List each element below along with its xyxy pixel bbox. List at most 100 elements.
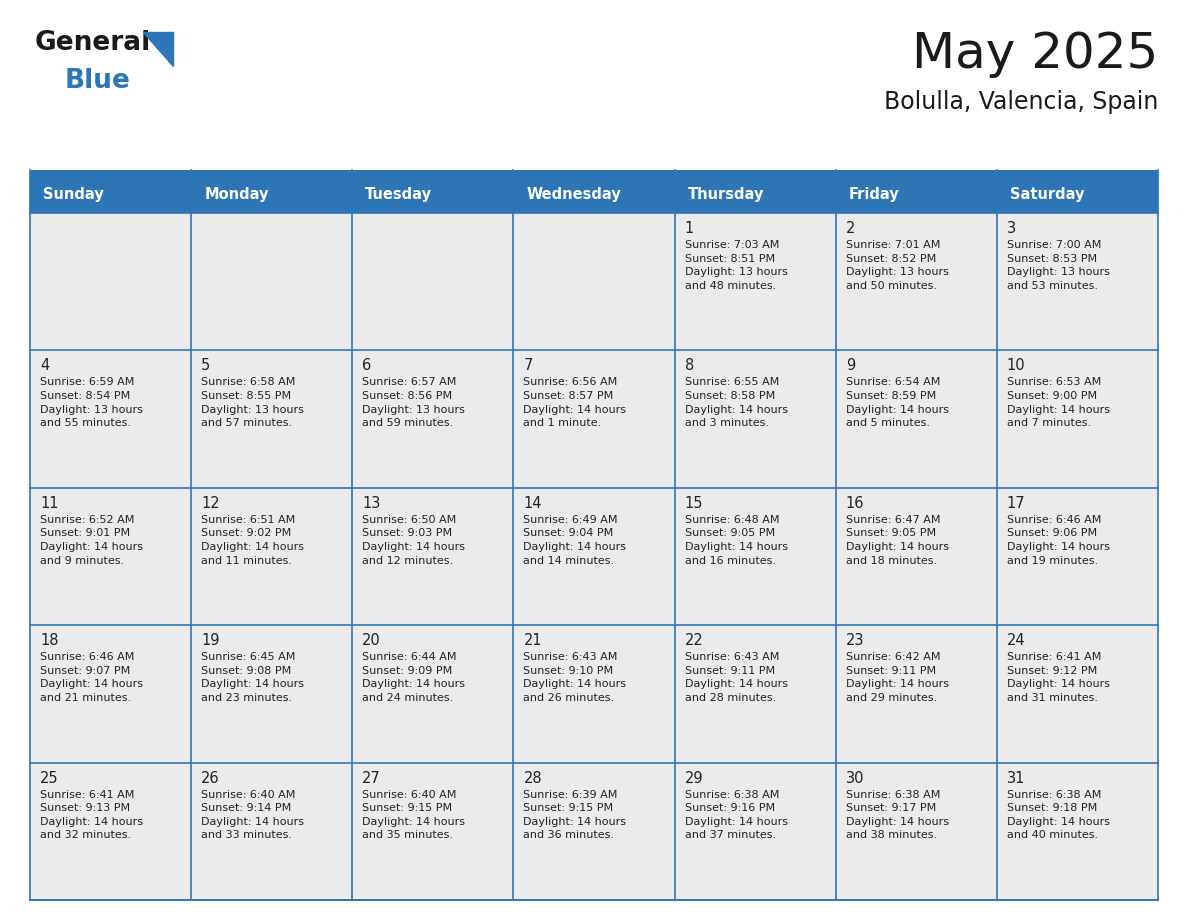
Bar bbox=[191, 763, 353, 900]
Bar bbox=[353, 625, 513, 763]
Text: Sunrise: 6:46 AM
Sunset: 9:06 PM
Daylight: 14 hours
and 19 minutes.: Sunrise: 6:46 AM Sunset: 9:06 PM Dayligh… bbox=[1007, 515, 1110, 565]
Text: Sunrise: 6:48 AM
Sunset: 9:05 PM
Daylight: 14 hours
and 16 minutes.: Sunrise: 6:48 AM Sunset: 9:05 PM Dayligh… bbox=[684, 515, 788, 565]
Bar bbox=[675, 213, 835, 351]
Text: Sunrise: 6:43 AM
Sunset: 9:11 PM
Daylight: 14 hours
and 28 minutes.: Sunrise: 6:43 AM Sunset: 9:11 PM Dayligh… bbox=[684, 652, 788, 703]
Bar bbox=[30, 763, 191, 900]
Text: Sunrise: 6:47 AM
Sunset: 9:05 PM
Daylight: 14 hours
and 18 minutes.: Sunrise: 6:47 AM Sunset: 9:05 PM Dayligh… bbox=[846, 515, 949, 565]
Text: 12: 12 bbox=[201, 496, 220, 510]
Bar bbox=[353, 487, 513, 625]
Bar bbox=[30, 213, 191, 351]
Text: 17: 17 bbox=[1007, 496, 1025, 510]
Bar bbox=[513, 176, 675, 213]
Text: General: General bbox=[34, 30, 151, 56]
Text: Sunrise: 6:39 AM
Sunset: 9:15 PM
Daylight: 14 hours
and 36 minutes.: Sunrise: 6:39 AM Sunset: 9:15 PM Dayligh… bbox=[524, 789, 626, 840]
Bar bbox=[835, 213, 997, 351]
Text: Sunrise: 6:51 AM
Sunset: 9:02 PM
Daylight: 14 hours
and 11 minutes.: Sunrise: 6:51 AM Sunset: 9:02 PM Dayligh… bbox=[201, 515, 304, 565]
Text: 27: 27 bbox=[362, 770, 381, 786]
Text: 11: 11 bbox=[40, 496, 58, 510]
Text: Sunrise: 7:00 AM
Sunset: 8:53 PM
Daylight: 13 hours
and 53 minutes.: Sunrise: 7:00 AM Sunset: 8:53 PM Dayligh… bbox=[1007, 240, 1110, 291]
Text: Sunrise: 6:38 AM
Sunset: 9:16 PM
Daylight: 14 hours
and 37 minutes.: Sunrise: 6:38 AM Sunset: 9:16 PM Dayligh… bbox=[684, 789, 788, 840]
Text: 18: 18 bbox=[40, 633, 58, 648]
Text: 24: 24 bbox=[1007, 633, 1025, 648]
Bar bbox=[835, 763, 997, 900]
Text: 5: 5 bbox=[201, 358, 210, 374]
Text: 1: 1 bbox=[684, 221, 694, 236]
Text: 23: 23 bbox=[846, 633, 864, 648]
Bar bbox=[675, 351, 835, 487]
Text: Sunrise: 6:52 AM
Sunset: 9:01 PM
Daylight: 14 hours
and 9 minutes.: Sunrise: 6:52 AM Sunset: 9:01 PM Dayligh… bbox=[40, 515, 143, 565]
Text: Sunrise: 6:38 AM
Sunset: 9:17 PM
Daylight: 14 hours
and 38 minutes.: Sunrise: 6:38 AM Sunset: 9:17 PM Dayligh… bbox=[846, 789, 949, 840]
Text: 7: 7 bbox=[524, 358, 532, 374]
Text: Sunrise: 6:44 AM
Sunset: 9:09 PM
Daylight: 14 hours
and 24 minutes.: Sunrise: 6:44 AM Sunset: 9:09 PM Dayligh… bbox=[362, 652, 466, 703]
Bar bbox=[675, 763, 835, 900]
Text: Sunrise: 6:59 AM
Sunset: 8:54 PM
Daylight: 13 hours
and 55 minutes.: Sunrise: 6:59 AM Sunset: 8:54 PM Dayligh… bbox=[40, 377, 143, 428]
Bar bbox=[30, 625, 191, 763]
Bar bbox=[835, 487, 997, 625]
Text: Thursday: Thursday bbox=[688, 187, 764, 202]
Bar bbox=[997, 176, 1158, 213]
Text: Blue: Blue bbox=[65, 68, 131, 94]
Text: 31: 31 bbox=[1007, 770, 1025, 786]
Text: Wednesday: Wednesday bbox=[526, 187, 621, 202]
Text: Sunrise: 6:40 AM
Sunset: 9:14 PM
Daylight: 14 hours
and 33 minutes.: Sunrise: 6:40 AM Sunset: 9:14 PM Dayligh… bbox=[201, 789, 304, 840]
Bar bbox=[30, 487, 191, 625]
Text: Sunrise: 6:58 AM
Sunset: 8:55 PM
Daylight: 13 hours
and 57 minutes.: Sunrise: 6:58 AM Sunset: 8:55 PM Dayligh… bbox=[201, 377, 304, 428]
Bar bbox=[353, 213, 513, 351]
Bar bbox=[191, 176, 353, 213]
Bar bbox=[191, 351, 353, 487]
Text: 9: 9 bbox=[846, 358, 855, 374]
Text: 4: 4 bbox=[40, 358, 49, 374]
Bar bbox=[353, 763, 513, 900]
Text: 19: 19 bbox=[201, 633, 220, 648]
Text: Sunrise: 6:55 AM
Sunset: 8:58 PM
Daylight: 14 hours
and 3 minutes.: Sunrise: 6:55 AM Sunset: 8:58 PM Dayligh… bbox=[684, 377, 788, 428]
Text: Sunrise: 7:01 AM
Sunset: 8:52 PM
Daylight: 13 hours
and 50 minutes.: Sunrise: 7:01 AM Sunset: 8:52 PM Dayligh… bbox=[846, 240, 948, 291]
Text: Bolulla, Valencia, Spain: Bolulla, Valencia, Spain bbox=[884, 90, 1158, 114]
Text: 22: 22 bbox=[684, 633, 703, 648]
Text: 30: 30 bbox=[846, 770, 864, 786]
Bar bbox=[30, 176, 191, 213]
Text: 10: 10 bbox=[1007, 358, 1025, 374]
Bar bbox=[997, 625, 1158, 763]
Text: Sunrise: 6:49 AM
Sunset: 9:04 PM
Daylight: 14 hours
and 14 minutes.: Sunrise: 6:49 AM Sunset: 9:04 PM Dayligh… bbox=[524, 515, 626, 565]
Bar bbox=[675, 487, 835, 625]
Bar bbox=[835, 625, 997, 763]
Bar bbox=[191, 625, 353, 763]
Text: Sunday: Sunday bbox=[43, 187, 103, 202]
Bar bbox=[675, 176, 835, 213]
Text: Sunrise: 6:40 AM
Sunset: 9:15 PM
Daylight: 14 hours
and 35 minutes.: Sunrise: 6:40 AM Sunset: 9:15 PM Dayligh… bbox=[362, 789, 466, 840]
Text: 26: 26 bbox=[201, 770, 220, 786]
Text: Tuesday: Tuesday bbox=[365, 187, 432, 202]
Text: 16: 16 bbox=[846, 496, 864, 510]
Text: 8: 8 bbox=[684, 358, 694, 374]
Text: May 2025: May 2025 bbox=[911, 30, 1158, 78]
Bar bbox=[997, 763, 1158, 900]
Text: 25: 25 bbox=[40, 770, 58, 786]
Text: Sunrise: 6:42 AM
Sunset: 9:11 PM
Daylight: 14 hours
and 29 minutes.: Sunrise: 6:42 AM Sunset: 9:11 PM Dayligh… bbox=[846, 652, 949, 703]
Polygon shape bbox=[143, 32, 173, 66]
Bar bbox=[191, 487, 353, 625]
Text: 28: 28 bbox=[524, 770, 542, 786]
Text: Sunrise: 6:41 AM
Sunset: 9:13 PM
Daylight: 14 hours
and 32 minutes.: Sunrise: 6:41 AM Sunset: 9:13 PM Dayligh… bbox=[40, 789, 143, 840]
Text: 13: 13 bbox=[362, 496, 380, 510]
Text: 14: 14 bbox=[524, 496, 542, 510]
Text: Sunrise: 6:54 AM
Sunset: 8:59 PM
Daylight: 14 hours
and 5 minutes.: Sunrise: 6:54 AM Sunset: 8:59 PM Dayligh… bbox=[846, 377, 949, 428]
Text: Sunrise: 6:45 AM
Sunset: 9:08 PM
Daylight: 14 hours
and 23 minutes.: Sunrise: 6:45 AM Sunset: 9:08 PM Dayligh… bbox=[201, 652, 304, 703]
Bar bbox=[997, 213, 1158, 351]
Bar bbox=[835, 351, 997, 487]
Text: Monday: Monday bbox=[204, 187, 268, 202]
Bar bbox=[513, 213, 675, 351]
Bar bbox=[997, 487, 1158, 625]
Bar bbox=[997, 351, 1158, 487]
Text: 6: 6 bbox=[362, 358, 372, 374]
Bar bbox=[30, 351, 191, 487]
Bar bbox=[513, 351, 675, 487]
Text: Sunrise: 6:57 AM
Sunset: 8:56 PM
Daylight: 13 hours
and 59 minutes.: Sunrise: 6:57 AM Sunset: 8:56 PM Dayligh… bbox=[362, 377, 466, 428]
Text: 3: 3 bbox=[1007, 221, 1016, 236]
Bar bbox=[513, 625, 675, 763]
Bar bbox=[513, 763, 675, 900]
Text: 15: 15 bbox=[684, 496, 703, 510]
Text: Sunrise: 6:50 AM
Sunset: 9:03 PM
Daylight: 14 hours
and 12 minutes.: Sunrise: 6:50 AM Sunset: 9:03 PM Dayligh… bbox=[362, 515, 466, 565]
Text: Sunrise: 6:46 AM
Sunset: 9:07 PM
Daylight: 14 hours
and 21 minutes.: Sunrise: 6:46 AM Sunset: 9:07 PM Dayligh… bbox=[40, 652, 143, 703]
Bar bbox=[353, 351, 513, 487]
Text: 21: 21 bbox=[524, 633, 542, 648]
